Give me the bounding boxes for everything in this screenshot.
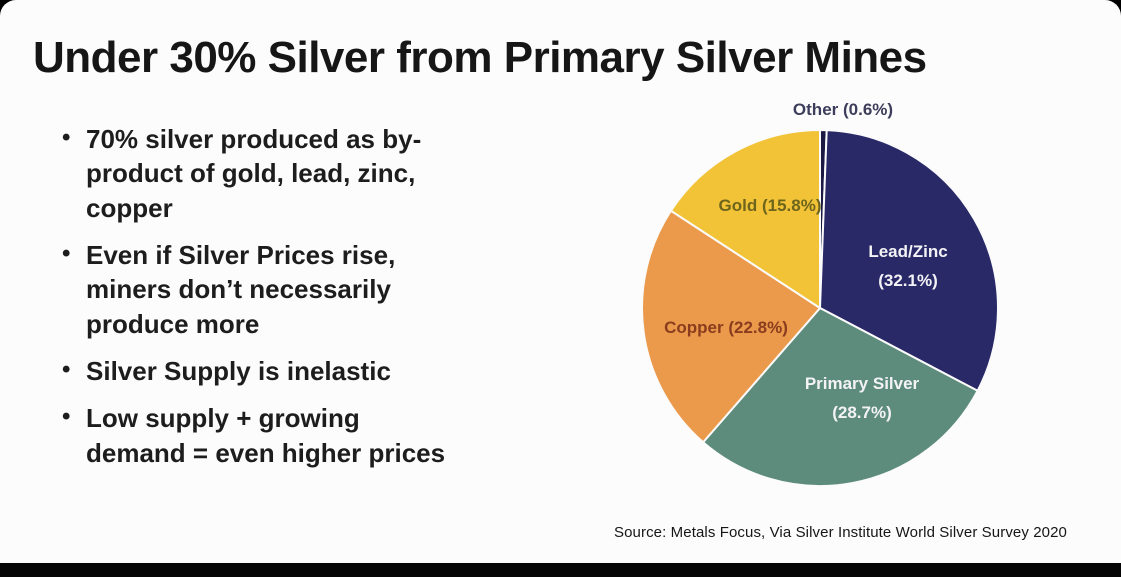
presentation-slide: Under 30% Silver from Primary Silver Min… (0, 0, 1121, 563)
pie-label-gold: Gold (15.8%) (718, 196, 822, 215)
pie-label-other: Other (0.6%) (792, 100, 894, 119)
pie-slice-primary-silver (701, 306, 979, 487)
page-title: Under 30% Silver from Primary Silver Min… (33, 33, 927, 83)
pie-chart: Other (0.6%) Gold (15.8%) Lead/Zinc (32.… (638, 100, 1002, 490)
pie-label-lead-zinc: Lead/Zinc (32.1%) (846, 242, 970, 292)
pie-label-primary-silver-pct: (28.7%) (832, 403, 892, 423)
bullet-item: Silver Supply is inelastic (60, 354, 452, 388)
bullet-item: Even if Silver Prices rise, miners don’t… (60, 238, 452, 341)
pie-slice-gold (669, 128, 821, 310)
pie-label-primary-silver-name: Primary Silver (804, 374, 920, 393)
source-text: Source: Metals Focus, Via Silver Institu… (614, 524, 1068, 541)
pie-slice-lead-zinc (818, 129, 999, 393)
bullet-list: 70% silver produced as by-product of gol… (60, 122, 452, 483)
pie-slice-copper (641, 209, 822, 444)
pie-label-lead-zinc-name: Lead/Zinc (868, 242, 948, 261)
pie-label-primary-silver: Primary Silver (28.7%) (784, 374, 940, 424)
bullet-item: 70% silver produced as by-product of gol… (60, 122, 452, 225)
pie-label-lead-zinc-pct: (32.1%) (878, 271, 938, 291)
bullet-item: Low supply + growing demand = even highe… (60, 401, 452, 470)
pie-label-copper: Copper (22.8%) (664, 318, 788, 337)
pie-chart-svg (641, 128, 999, 487)
letterbox-bar (0, 563, 1121, 577)
